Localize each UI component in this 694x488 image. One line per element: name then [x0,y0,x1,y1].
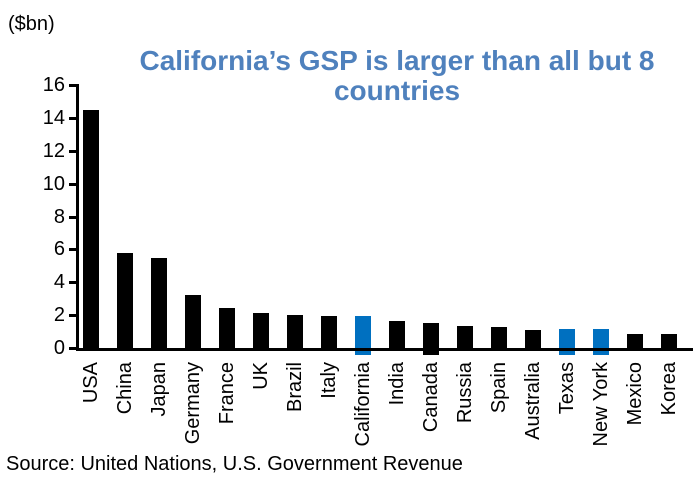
x-tick-label-texas: Texas [556,362,578,415]
y-tick-mark-10 [69,182,79,186]
y-tick-mark-14 [69,116,79,120]
bar-france [219,308,235,348]
x-tick-label-spain: Spain [488,362,510,414]
y-tick-mark-12 [69,149,79,153]
bar-mexico [627,334,643,348]
bar-texas [559,329,575,348]
y-tick-mark-16 [69,84,79,87]
y-tick-label-16: 16 [42,74,65,96]
bar-russia [457,326,473,348]
bar-dip-canada [423,351,439,355]
x-tick-label-mexico: Mexico [624,362,646,426]
bar-spain [491,327,507,348]
bar-dip-texas [559,351,575,355]
y-tick-label-10: 10 [42,172,65,195]
y-tick-label-8: 8 [53,205,65,228]
page-title: California’s GSP is larger than all but … [97,46,694,106]
bar-australia [525,330,541,348]
bar-italy [321,316,337,348]
y-tick-mark-2 [69,314,79,318]
y-tick-label-14: 14 [42,106,65,129]
y-tick-label-0: 0 [53,337,65,359]
bar-california [355,316,371,348]
x-tick-label-australia: Australia [522,362,544,440]
y-tick-mark-0 [69,347,79,350]
page-title-line-2: countries [333,75,461,106]
bar-india [389,321,405,348]
x-tick-label-korea: Korea [658,362,680,416]
y-tick-label-12: 12 [42,139,65,162]
x-tick-label-new-york: New York [590,362,612,447]
y-tick-label-2: 2 [53,304,65,327]
bar-new-york [593,329,609,348]
bar-dip-new-york [593,351,609,355]
y-tick-label-4: 4 [53,271,65,294]
bar-korea [661,334,677,348]
bar-japan [151,258,167,348]
y-tick-mark-4 [69,281,79,285]
y-tick-mark-6 [69,248,79,252]
plot-area: 0 2 4 6 8 10 12 14 16 USA China Japan Germany France U… [43,74,693,447]
y-tick-label-6: 6 [53,238,65,261]
bar-uk [253,313,269,348]
bar-dip-california [355,351,371,355]
bar-china [117,253,133,348]
y-axis-units-label: ($bn) [8,13,55,35]
bar-usa [83,110,99,348]
y-tick-mark-8 [69,215,79,219]
bar-canada [423,323,439,348]
bar-brazil [287,315,303,348]
page-title-line-1: California’s GSP is larger than all but … [139,45,655,76]
source-note: Source: United Nations, U.S. Government … [6,453,463,475]
bar-germany [185,295,201,348]
